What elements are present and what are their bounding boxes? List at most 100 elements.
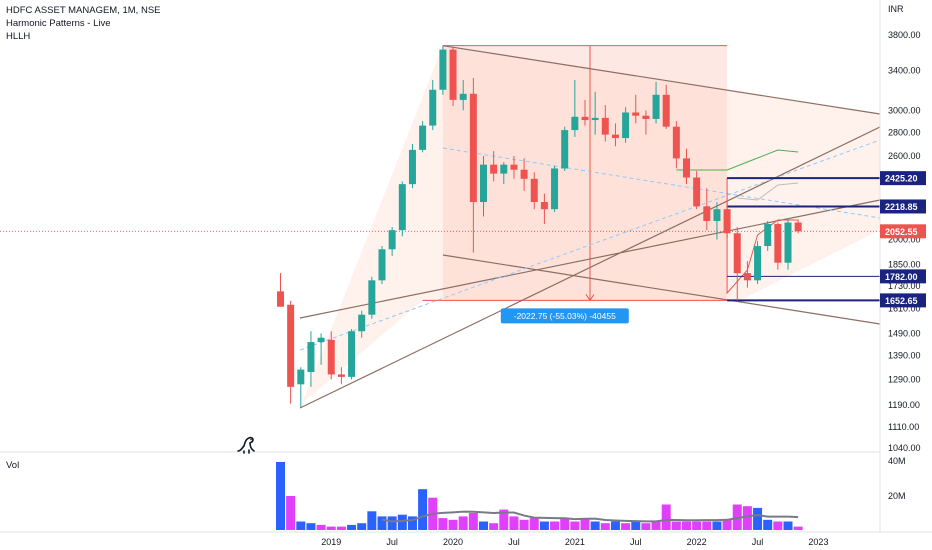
- y-tick-label: 2000.00: [888, 235, 921, 245]
- measure-arrow-head: [585, 294, 595, 302]
- volume-bar: [621, 523, 631, 530]
- volume-bar: [306, 523, 316, 530]
- volume-bar: [763, 519, 773, 530]
- candle-body: [591, 117, 599, 121]
- volume-bar: [631, 521, 641, 530]
- dashed-falling-line: [442, 147, 881, 219]
- symbol-title[interactable]: HDFC ASSET MANAGEM, 1M, NSE: [6, 5, 161, 16]
- volume-bar: [753, 507, 763, 530]
- volume-bar: [326, 526, 336, 530]
- candle-body: [520, 169, 528, 179]
- volume-bar: [580, 518, 590, 530]
- pattern-red-line: [726, 178, 799, 295]
- candle-body: [368, 280, 376, 315]
- candle-body: [337, 374, 345, 377]
- y-tick-label: 1110.00: [888, 422, 919, 432]
- volume-bar: [438, 518, 448, 530]
- candle-body: [683, 158, 690, 178]
- volume-ma-line: [381, 510, 799, 523]
- vol-tick-label: 40M: [888, 456, 906, 466]
- candle-body: [611, 134, 619, 139]
- candle-body: [571, 116, 579, 131]
- vol-tick-label: 20M: [888, 491, 906, 501]
- volume-bar: [590, 521, 600, 530]
- volume-bar: [550, 521, 560, 530]
- candle-body: [693, 177, 701, 207]
- volume-bar: [682, 521, 691, 530]
- y-tick-label: 1850.00: [888, 259, 921, 269]
- price-level-tag-label: 2425.20: [885, 174, 918, 184]
- upper-channel-line: [442, 45, 881, 115]
- volume-bar: [418, 489, 428, 530]
- dinosaur-icon: [236, 434, 258, 459]
- candle-body: [287, 304, 295, 387]
- x-tick-label: 2020: [443, 537, 463, 547]
- volume-bar: [651, 521, 661, 530]
- candle-body: [551, 168, 559, 210]
- candle-body: [439, 49, 447, 90]
- y-tick-label: 1610.00: [888, 304, 921, 314]
- currency-label: INR: [888, 4, 904, 14]
- candle-body: [449, 49, 457, 100]
- candle-body: [388, 230, 396, 250]
- indicator-hllh-label[interactable]: HLLH: [6, 31, 31, 42]
- y-tick-label: 3800.00: [888, 30, 921, 40]
- pattern-grey-line: [737, 182, 799, 201]
- volume-bar: [661, 504, 671, 530]
- candle-body: [662, 94, 670, 127]
- candle-body: [358, 314, 366, 332]
- price-level-tag-label: 1782.00: [885, 272, 918, 282]
- volume-bar: [702, 521, 712, 530]
- volume-bar: [783, 521, 793, 530]
- volume-bar: [793, 526, 803, 530]
- y-tick-label: 3000.00: [888, 105, 921, 115]
- candle-body: [480, 164, 487, 203]
- volume-bar: [316, 524, 326, 530]
- volume-bar: [722, 519, 732, 530]
- y-tick-label: 2600.00: [888, 151, 921, 161]
- candle-body: [561, 130, 569, 169]
- price-level-tag: [880, 293, 926, 308]
- volume-bar: [539, 521, 549, 530]
- candle-body: [703, 206, 711, 222]
- candle-body: [713, 209, 721, 222]
- candle-body: [469, 93, 477, 203]
- price-level-tag-label: 2218.85: [885, 202, 918, 212]
- candle-body: [733, 233, 741, 274]
- y-tick-label: 1040.00: [888, 443, 921, 453]
- volume-bar: [458, 516, 468, 530]
- volume-bar: [712, 521, 722, 530]
- measure-label-box: [500, 308, 629, 324]
- price-level-tag: [880, 199, 926, 214]
- candle-body: [348, 331, 356, 377]
- candle-body: [307, 342, 315, 373]
- x-tick-label: Jul: [630, 537, 642, 547]
- price-level-tag-label: 2052.55: [885, 227, 918, 237]
- candle-body: [622, 112, 630, 139]
- volume-bar: [509, 516, 519, 530]
- x-tick-label: Jul: [508, 537, 520, 547]
- volume-label[interactable]: Vol: [6, 460, 20, 471]
- volume-bar: [560, 518, 570, 530]
- candle-body: [743, 273, 751, 281]
- volume-bar: [570, 521, 580, 530]
- candle-body: [408, 149, 416, 185]
- candle-body: [581, 116, 589, 121]
- candle-body: [327, 339, 335, 375]
- volume-bar: [692, 521, 702, 530]
- candle-body: [510, 164, 518, 170]
- price-level-tag: [880, 171, 926, 186]
- volume-bar: [286, 496, 296, 530]
- candle-body: [419, 125, 427, 150]
- y-tick-label: 1730.00: [888, 281, 921, 291]
- y-tick-label: 1390.00: [888, 351, 921, 361]
- price-level-tag: [880, 224, 926, 239]
- dashed-mid-line: [299, 139, 881, 351]
- volume-bar: [489, 523, 499, 530]
- indicator-harmonic-label[interactable]: Harmonic Patterns - Live: [6, 18, 111, 29]
- volume-bar: [479, 521, 488, 530]
- volume-bar: [641, 523, 651, 530]
- y-tick-label: 1290.00: [888, 374, 921, 384]
- candle-body: [277, 291, 284, 307]
